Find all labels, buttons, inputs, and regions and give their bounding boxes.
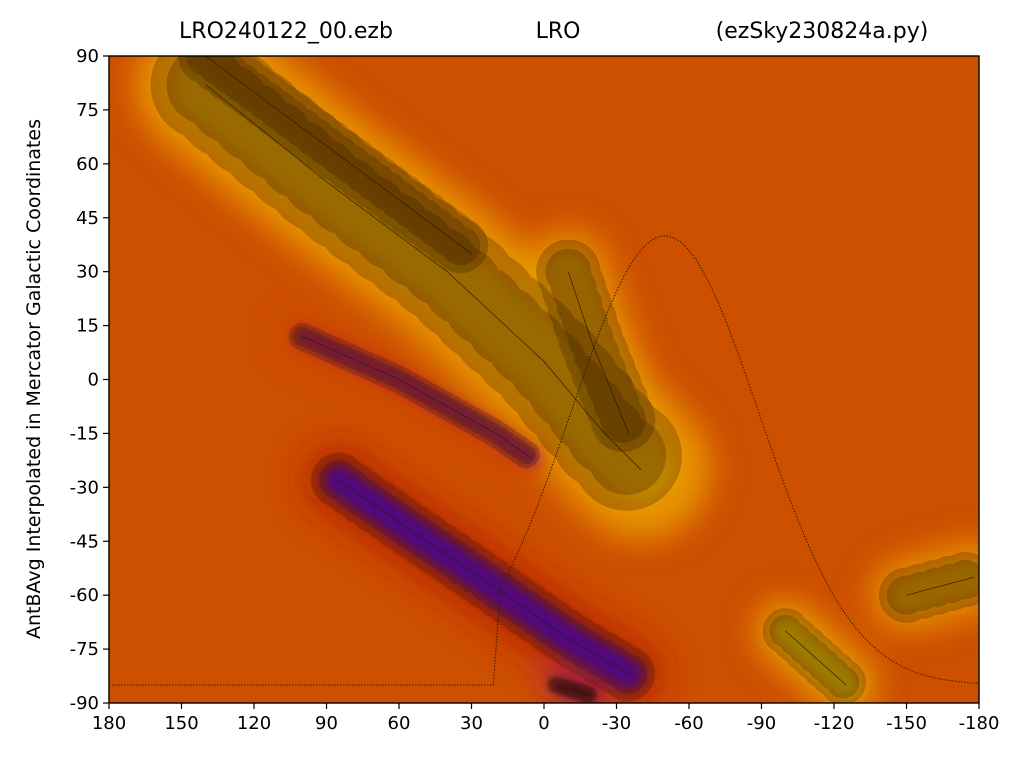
- y-tick-label: -75: [70, 639, 99, 660]
- x-tick-label: 120: [237, 713, 271, 734]
- x-tick-label: 150: [164, 713, 198, 734]
- contour-ring-bright-band-upper-0: [150, 56, 696, 525]
- contour-lines: [150, 56, 979, 703]
- contour-ring-blue-band-lower-0: [311, 452, 657, 702]
- contour-ring-violet-streak-mid-0: [288, 322, 546, 473]
- x-tick-label: -30: [602, 713, 631, 734]
- contour-ring-bright-ridge-top-0: [178, 56, 500, 282]
- contour-bright-ridge-top-2: [205, 56, 472, 254]
- contour-bright-spot-lower-right-2: [785, 630, 847, 686]
- y-tick-label: 90: [76, 46, 99, 67]
- contour-ring-bright-band-upper-1: [166, 56, 680, 509]
- chart-title-left: LRO240122_00.ezb: [179, 19, 393, 44]
- contour-violet-streak-mid-2: [302, 336, 533, 459]
- contour-ring-bright-ridge-top-1: [186, 56, 492, 274]
- horizon-curve: [109, 235, 979, 686]
- contour-ring-dark-core-1: [549, 678, 599, 703]
- chart-title-center: LRO: [536, 19, 581, 44]
- x-tick-label: -150: [886, 713, 927, 734]
- contour-ring-bright-corner-lower-right-1: [886, 557, 979, 615]
- y-tick-label: 45: [76, 208, 99, 229]
- x-tick-label: -180: [959, 713, 1000, 734]
- y-tick-label: -30: [70, 477, 99, 498]
- y-tick-label: 60: [76, 154, 99, 175]
- y-tick-label: -90: [70, 693, 99, 714]
- y-tick-label: 75: [76, 100, 99, 121]
- x-tick-label: -120: [814, 713, 855, 734]
- plot-area: [109, 56, 979, 703]
- x-tick-label: 0: [538, 713, 549, 734]
- contour-ring-dark-core-0: [546, 675, 602, 703]
- x-tick-label: 60: [388, 713, 411, 734]
- chart-title-right: (ezSky230824a.py): [716, 19, 929, 44]
- x-tick-label: -90: [747, 713, 776, 734]
- contour-bright-band-upper-2: [205, 84, 641, 470]
- contour-ring-bright-spot-lower-right-0: [762, 608, 870, 703]
- y-tick-label: -60: [70, 585, 99, 606]
- contour-ring-violet-streak-mid-1: [292, 326, 542, 469]
- y-tick-label: 0: [88, 370, 99, 391]
- y-axis: 90 75 60 45 30 15 0 -15 -30 -45 -60 -75 -90: [70, 46, 109, 714]
- contour-ring-bright-lobe-right-0: [536, 239, 661, 466]
- contour-bright-corner-lower-right-2: [906, 576, 975, 596]
- contour-bright-lobe-right-2: [567, 271, 629, 434]
- x-tick-label: 90: [315, 713, 338, 734]
- y-tick-label: -15: [70, 423, 99, 444]
- y-axis-label: AntBAvg Interpolated in Mercator Galacti…: [23, 119, 45, 639]
- y-tick-label: 15: [76, 316, 99, 337]
- contour-dark-core-2: [555, 684, 593, 697]
- contour-ring-blue-band-lower-1: [319, 460, 649, 694]
- y-tick-label: 30: [76, 262, 99, 283]
- contour-ring-bright-spot-lower-right-1: [769, 614, 863, 702]
- x-tick-label: -60: [674, 713, 703, 734]
- contour-ring-bright-corner-lower-right-0: [878, 549, 979, 623]
- x-axis: 180 150 120 90 60 30 0 -30 -60 -90 -120 -150 -180: [92, 703, 1000, 734]
- x-tick-label: 30: [460, 713, 483, 734]
- contour-ring-bright-lobe-right-1: [545, 248, 652, 457]
- y-tick-label: -45: [70, 531, 99, 552]
- x-tick-label: 180: [92, 713, 126, 734]
- contour-blue-band-lower-2: [338, 479, 629, 675]
